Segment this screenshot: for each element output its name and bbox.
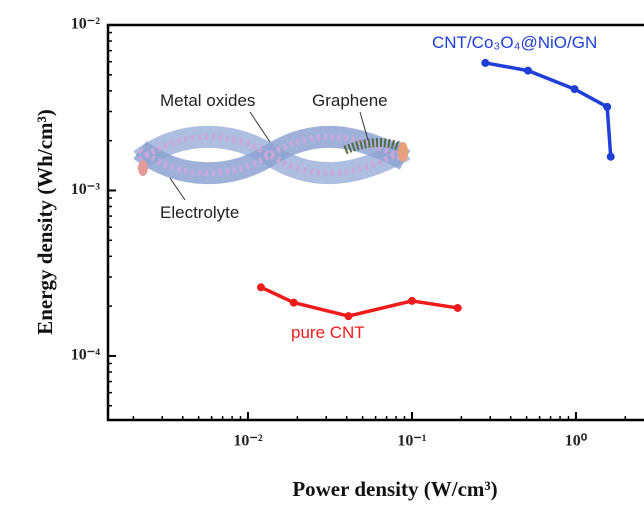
y-tick-label: 10⁻³ (71, 181, 100, 198)
inset-label: Metal oxides (160, 91, 255, 110)
data-point (454, 304, 462, 312)
inset-illustration (138, 112, 408, 200)
x-tick-label: 10⁻² (233, 433, 262, 450)
y-tick-label: 10⁻⁴ (71, 347, 100, 364)
inset-label: Graphene (312, 91, 388, 110)
data-point (257, 283, 265, 291)
data-point (344, 312, 352, 320)
x-tick-label: 10⁰ (565, 433, 588, 450)
data-point (408, 297, 416, 305)
series-label: pure CNT (291, 323, 365, 342)
chart: Metal oxides Graphene Electrolyte Power … (0, 0, 644, 508)
series-line (485, 63, 610, 157)
data-point (290, 299, 298, 307)
data-point (607, 153, 615, 161)
data-point (524, 67, 532, 75)
y-axis-title: Energy density (Wh/cm³) (33, 109, 57, 335)
x-tick-label: 10⁻¹ (397, 433, 426, 450)
y-tick-label: 10⁻² (71, 16, 100, 33)
inset-label: Electrolyte (160, 203, 239, 222)
data-point (481, 59, 489, 67)
series-label: CNT/Co₃O₄@NiO/GN (432, 33, 597, 52)
x-axis-title: Power density (W/cm³) (292, 477, 497, 501)
data-point (603, 103, 611, 111)
data-point (571, 85, 579, 93)
